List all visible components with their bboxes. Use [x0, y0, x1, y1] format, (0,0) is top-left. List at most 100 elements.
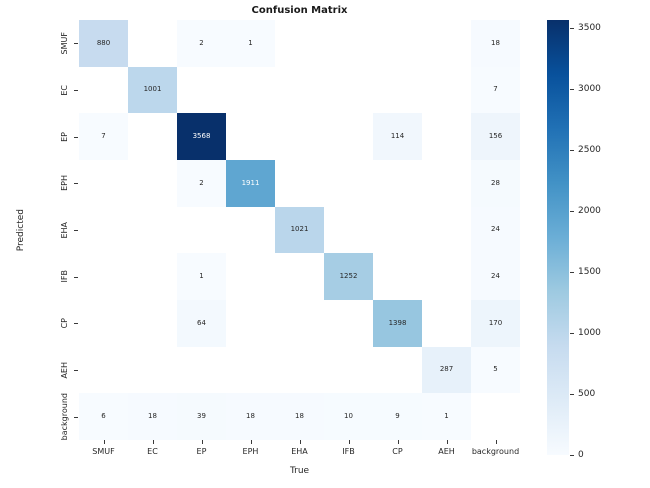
- heatmap-cell: [128, 300, 177, 347]
- colorbar-tick-label: 1500: [578, 267, 601, 278]
- x-tick-label: EHA: [291, 447, 308, 456]
- heatmap-cell: 2: [177, 20, 226, 67]
- heatmap-cell: 18: [471, 20, 520, 67]
- heatmap-cell: 2: [177, 160, 226, 207]
- heatmap-cell: [128, 206, 177, 254]
- y-tick-label-text: EPH: [59, 175, 69, 192]
- colorbar-tick-label: 3500: [578, 23, 601, 34]
- heatmap-cell: [422, 206, 471, 254]
- heatmap-cell: 287: [422, 346, 471, 394]
- heatmap-cell: [128, 20, 177, 67]
- y-tick-mark: [74, 276, 78, 278]
- heatmap-cell: 9: [373, 393, 422, 440]
- heatmap-cell: 10: [324, 393, 373, 440]
- heatmap-cell: [226, 66, 275, 114]
- y-tick-mark: [74, 416, 78, 418]
- heatmap-cell: 1252: [324, 253, 373, 300]
- heatmap-cell: [79, 253, 128, 300]
- x-tick-mark: [446, 440, 448, 444]
- x-tick-mark: [152, 440, 154, 444]
- x-tick-label: AEH: [438, 447, 455, 456]
- y-tick-label-text: EP: [59, 131, 69, 142]
- x-tick-mark: [103, 440, 105, 444]
- heatmap-cell: [373, 160, 422, 207]
- heatmap-cell: [79, 300, 128, 347]
- heatmap-cell: 7: [79, 113, 128, 160]
- y-tick-mark: [74, 136, 78, 138]
- x-tick-label: background: [471, 447, 520, 456]
- colorbar-tick-label: 2500: [578, 145, 601, 156]
- x-tick-mark: [201, 440, 203, 444]
- heatmap-cell: 1001: [128, 66, 177, 114]
- heatmap-cell: 7: [471, 66, 520, 114]
- heatmap-cell: 3568: [177, 113, 226, 160]
- heatmap-cell: 24: [471, 253, 520, 300]
- heatmap-cell: [373, 66, 422, 114]
- y-tick-mark: [74, 370, 78, 371]
- colorbar-tick-mark: [570, 211, 574, 213]
- heatmap-cell: [128, 113, 177, 160]
- x-tick-label: EPH: [242, 447, 259, 456]
- heatmap-cell: [79, 206, 128, 254]
- heatmap-cell: [275, 300, 324, 347]
- colorbar-tick-mark: [570, 28, 574, 30]
- heatmap-cell: 170: [471, 300, 520, 347]
- x-axis-ticks: SMUF EC EP EPH EHA IFB CP AEH background: [79, 440, 520, 462]
- y-tick-label: AEH: [58, 347, 70, 394]
- heatmap-cell: [422, 66, 471, 114]
- y-tick-label: IFB: [58, 253, 70, 300]
- y-tick-label: EC: [58, 67, 70, 114]
- colorbar-tick-label: 0: [578, 450, 584, 460]
- y-tick-mark: [74, 183, 78, 185]
- y-tick-label-text: SMUF: [59, 32, 69, 55]
- heatmap-cell: [422, 160, 471, 207]
- heatmap-cell: 28: [471, 160, 520, 207]
- x-axis-label: True: [289, 466, 310, 476]
- heatmap-cell: [373, 346, 422, 394]
- y-tick-label-text: EHA: [59, 221, 69, 239]
- heatmap-cell: [324, 300, 373, 347]
- heatmap-cell: [79, 160, 128, 207]
- heatmap-cell: [226, 300, 275, 347]
- heatmap-cell: [226, 253, 275, 300]
- heatmap-cell: [128, 253, 177, 300]
- heatmap-cell: [79, 66, 128, 114]
- heatmap-cell: [324, 113, 373, 160]
- x-tick-label: CP: [392, 447, 403, 456]
- y-tick-label-text: background: [59, 393, 69, 441]
- colorbar-tick-mark: [570, 455, 574, 456]
- y-tick-label-text: CP: [59, 318, 69, 329]
- heatmap-cell: [324, 206, 373, 254]
- colorbar-tick-label: 1000: [578, 328, 601, 339]
- heatmap-cell: [177, 346, 226, 394]
- heatmap-cell: [373, 206, 422, 254]
- x-tick-mark: [495, 440, 497, 444]
- y-tick-mark: [74, 323, 78, 325]
- heatmap-cell: [324, 160, 373, 207]
- colorbar-tick-mark: [570, 150, 574, 152]
- colorbar-tick-mark: [570, 333, 574, 335]
- heatmap-cell: [422, 113, 471, 160]
- heatmap-cell: 18: [226, 393, 275, 440]
- y-tick-label: CP: [58, 300, 70, 347]
- heatmap-cell: [275, 160, 324, 207]
- heatmap-cell: [226, 113, 275, 160]
- colorbar-tick-label: 500: [578, 389, 596, 400]
- colorbar-gradient: [547, 20, 569, 455]
- heatmap-cell: 5: [471, 346, 520, 394]
- heatmap-cell: [422, 300, 471, 347]
- heatmap-cell: [324, 20, 373, 67]
- heatmap-cell: 1398: [373, 300, 422, 347]
- heatmap-cell: 6: [79, 393, 128, 440]
- heatmap-cell: 156: [471, 113, 520, 160]
- heatmap-cell: 1021: [275, 206, 324, 254]
- heatmap-cell: [79, 346, 128, 394]
- y-tick-label-text: EC: [59, 84, 69, 96]
- heatmap-cell: [128, 160, 177, 207]
- y-tick-label: EHA: [58, 207, 70, 254]
- heatmap-cell: [226, 346, 275, 394]
- y-tick-mark: [74, 230, 78, 231]
- heatmap-cell: [275, 346, 324, 394]
- y-tick-label: EP: [58, 113, 70, 160]
